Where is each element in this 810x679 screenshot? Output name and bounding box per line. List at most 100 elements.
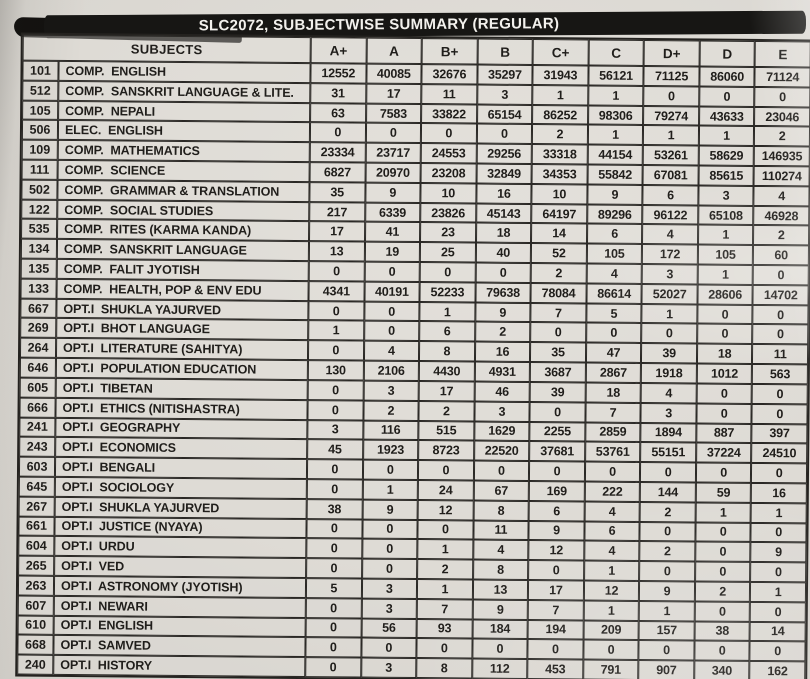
value-cell: 23208 bbox=[420, 163, 477, 184]
value-cell: 2859 bbox=[585, 422, 641, 443]
value-cell: 85615 bbox=[698, 165, 755, 186]
value-cell: 3 bbox=[361, 598, 418, 619]
value-cell: 3 bbox=[641, 264, 698, 285]
value-cell: 96122 bbox=[642, 204, 699, 225]
value-cell: 0 bbox=[694, 640, 750, 662]
value-cell: 162 bbox=[749, 661, 806, 679]
value-cell: 7 bbox=[530, 302, 587, 323]
value-cell: 11 bbox=[752, 344, 809, 365]
value-cell: 1 bbox=[641, 303, 698, 324]
subject-cell: OPT.I NEWARI bbox=[53, 595, 306, 618]
subject-cell: OPT.I BENGALI bbox=[54, 456, 308, 479]
value-cell: 6 bbox=[419, 321, 475, 342]
value-cell: 18 bbox=[585, 382, 642, 403]
grade-header-cell: C bbox=[588, 39, 645, 66]
value-cell: 8 bbox=[416, 658, 473, 679]
value-cell: 2106 bbox=[363, 360, 420, 381]
value-cell: 3 bbox=[307, 419, 364, 440]
value-cell: 1 bbox=[697, 264, 754, 285]
value-cell: 52233 bbox=[419, 281, 476, 303]
value-cell: 16 bbox=[474, 341, 531, 363]
value-cell: 0 bbox=[306, 538, 362, 559]
code-cell: 101 bbox=[22, 60, 59, 81]
value-cell: 0 bbox=[475, 262, 532, 283]
value-cell: 34353 bbox=[531, 164, 588, 185]
value-cell: 7 bbox=[416, 598, 473, 620]
value-cell: 0 bbox=[416, 638, 473, 659]
value-cell: 33318 bbox=[531, 144, 588, 165]
value-cell: 10 bbox=[531, 183, 588, 205]
value-cell: 0 bbox=[528, 560, 585, 581]
code-cell: 267 bbox=[18, 496, 55, 517]
value-cell: 2 bbox=[417, 559, 473, 580]
value-cell: 0 bbox=[696, 403, 753, 424]
value-cell: 4931 bbox=[474, 361, 531, 382]
value-cell: 0 bbox=[529, 461, 585, 482]
value-cell: 1 bbox=[532, 84, 589, 106]
value-cell: 67 bbox=[473, 480, 530, 501]
subject-cell: OPT.I SOCIOLOGY bbox=[54, 476, 307, 499]
value-cell: 71125 bbox=[643, 65, 700, 87]
value-cell: 52 bbox=[531, 243, 587, 264]
subject-cell: OPT.I ENGLISH bbox=[53, 615, 306, 638]
value-cell: 105 bbox=[697, 244, 754, 266]
value-cell: 1629 bbox=[473, 421, 530, 442]
value-cell: 32849 bbox=[476, 163, 532, 184]
value-cell: 93 bbox=[416, 618, 473, 639]
value-cell: 340 bbox=[694, 660, 750, 679]
value-cell: 39 bbox=[529, 381, 586, 403]
value-cell: 209 bbox=[583, 620, 640, 641]
value-cell: 23717 bbox=[365, 142, 421, 164]
value-cell: 12 bbox=[417, 499, 474, 521]
value-cell: 2 bbox=[754, 126, 810, 147]
value-cell: 1 bbox=[362, 479, 419, 500]
value-cell: 1 bbox=[417, 539, 474, 560]
value-cell: 23 bbox=[420, 222, 476, 243]
subject-cell: OPT.I TIBETAN bbox=[55, 377, 308, 400]
subject-cell: OPT.I URDU bbox=[54, 536, 307, 559]
value-cell: 6 bbox=[642, 184, 699, 206]
subjects-header-cell: SUBJECTS bbox=[22, 34, 311, 64]
value-cell: 3 bbox=[363, 380, 419, 401]
value-cell: 0 bbox=[585, 322, 642, 344]
subject-cell: ELEC. ENGLISH bbox=[57, 120, 311, 143]
value-cell: 563 bbox=[752, 364, 808, 385]
value-cell: 2 bbox=[474, 321, 531, 343]
subject-cell: COMP. GRAMMAR & TRANSLATION bbox=[57, 179, 310, 202]
value-cell: 0 bbox=[695, 541, 751, 563]
value-cell: 35 bbox=[530, 342, 586, 363]
value-cell: 86060 bbox=[699, 66, 755, 87]
value-cell: 1 bbox=[643, 125, 699, 146]
value-cell: 4 bbox=[640, 382, 697, 404]
value-cell: 453 bbox=[527, 659, 584, 679]
value-cell: 0 bbox=[752, 304, 809, 325]
grade-header-cell: A+ bbox=[310, 37, 367, 64]
value-cell: 0 bbox=[362, 459, 419, 480]
value-cell: 0 bbox=[751, 463, 808, 484]
value-cell: 86252 bbox=[532, 104, 588, 125]
value-cell: 24510 bbox=[751, 443, 808, 464]
value-cell: 4 bbox=[584, 540, 640, 562]
value-cell: 37224 bbox=[695, 442, 752, 464]
value-cell: 20970 bbox=[365, 162, 421, 183]
value-cell: 4 bbox=[363, 340, 420, 362]
value-cell: 222 bbox=[584, 481, 641, 502]
value-cell: 1 bbox=[697, 224, 754, 246]
value-cell: 6339 bbox=[364, 202, 421, 223]
value-cell: 14 bbox=[531, 223, 587, 244]
value-cell: 0 bbox=[694, 561, 751, 582]
value-cell: 791 bbox=[582, 659, 639, 679]
value-cell: 13 bbox=[308, 241, 365, 262]
value-cell: 130 bbox=[307, 360, 364, 381]
value-cell: 23826 bbox=[420, 202, 477, 223]
code-cell: 512 bbox=[22, 80, 59, 101]
value-cell: 1 bbox=[583, 560, 640, 581]
value-cell: 0 bbox=[749, 641, 806, 662]
code-cell: 241 bbox=[19, 417, 56, 438]
value-cell: 31943 bbox=[532, 65, 589, 86]
value-cell: 0 bbox=[752, 324, 809, 345]
code-cell: 506 bbox=[21, 119, 59, 141]
value-cell: 41 bbox=[364, 222, 421, 243]
value-cell: 112 bbox=[471, 658, 528, 679]
grade-header-cell: B bbox=[477, 38, 534, 66]
